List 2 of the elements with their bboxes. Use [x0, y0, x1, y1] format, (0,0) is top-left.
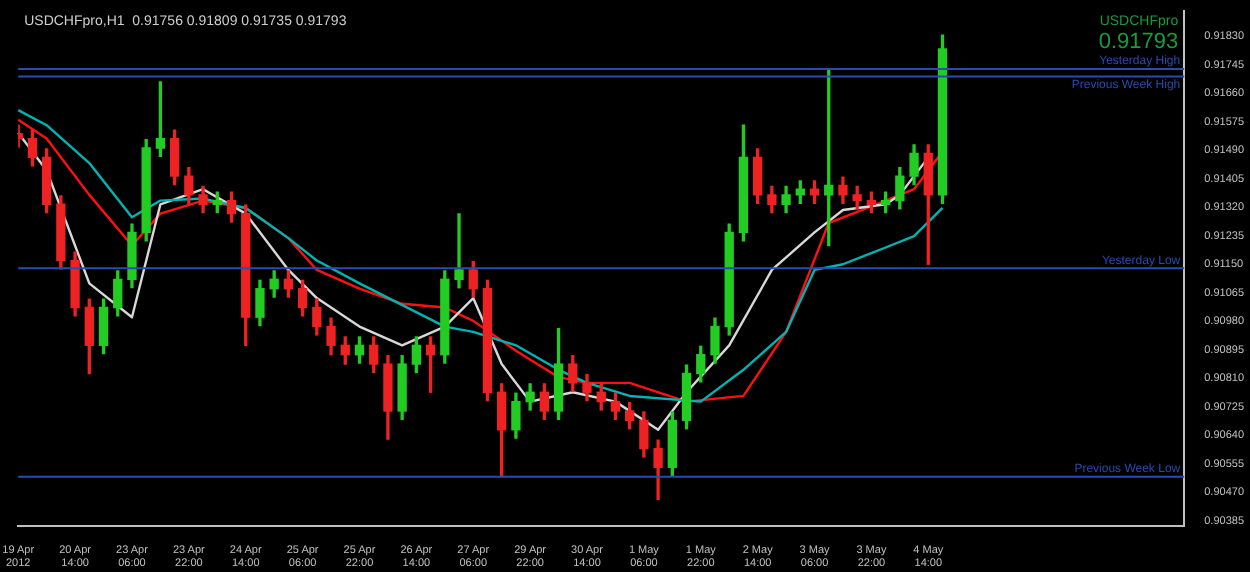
annotation: 0.91793	[1098, 29, 1179, 54]
candlestick	[454, 213, 464, 289]
